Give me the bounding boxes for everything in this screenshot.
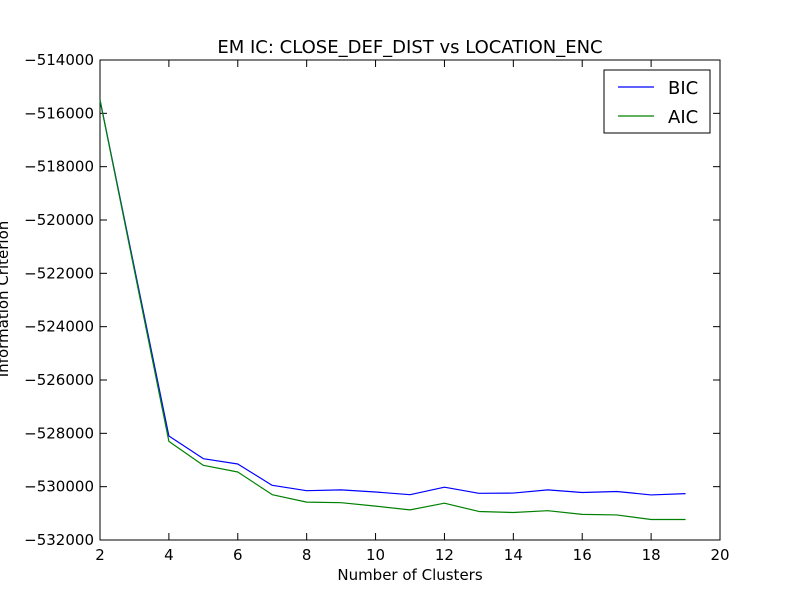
x-tick-label: 2 — [95, 546, 105, 564]
y-tick-label: −522000 — [24, 264, 94, 282]
y-tick-label: −532000 — [24, 531, 94, 549]
x-axis-label: Number of Clusters — [337, 566, 482, 584]
x-tick-label: 6 — [233, 546, 243, 564]
y-tick-label: −524000 — [24, 318, 94, 336]
x-tick-label: 20 — [710, 546, 729, 564]
plot-area: 2 4 6 8 10 12 14 16 18 20 −514000 −516000 −518000 −52… — [24, 51, 729, 564]
series-line-aic — [99, 99, 686, 521]
y-tick-label: −516000 — [24, 104, 94, 122]
legend-label-aic: AIC — [668, 107, 698, 128]
chart-title: EM IC: CLOSE_DEF_DIST vs LOCATION_ENC — [217, 37, 602, 58]
legend-label-bic: BIC — [668, 78, 698, 99]
y-axis-label: Information Criterion — [0, 221, 12, 378]
x-tick-label: 12 — [435, 546, 454, 564]
plot-frame — [99, 59, 721, 541]
y-tick-label: −528000 — [24, 424, 94, 442]
y-tick-label: −520000 — [24, 211, 94, 229]
x-tick-label: 4 — [164, 546, 174, 564]
x-tick-label: 8 — [302, 546, 312, 564]
x-tick-label: 14 — [504, 546, 523, 564]
x-tick-label: 10 — [366, 546, 385, 564]
legend: BIC AIC — [603, 69, 711, 134]
y-tick-label: −530000 — [24, 478, 94, 496]
y-tick-label: −526000 — [24, 371, 94, 389]
x-tick-label: 18 — [642, 546, 661, 564]
y-tick-label: −514000 — [24, 51, 94, 69]
series-line-bic — [99, 99, 686, 496]
x-tick-label: 16 — [573, 546, 592, 564]
y-tick-label: −518000 — [24, 158, 94, 176]
legend-box — [603, 69, 711, 134]
